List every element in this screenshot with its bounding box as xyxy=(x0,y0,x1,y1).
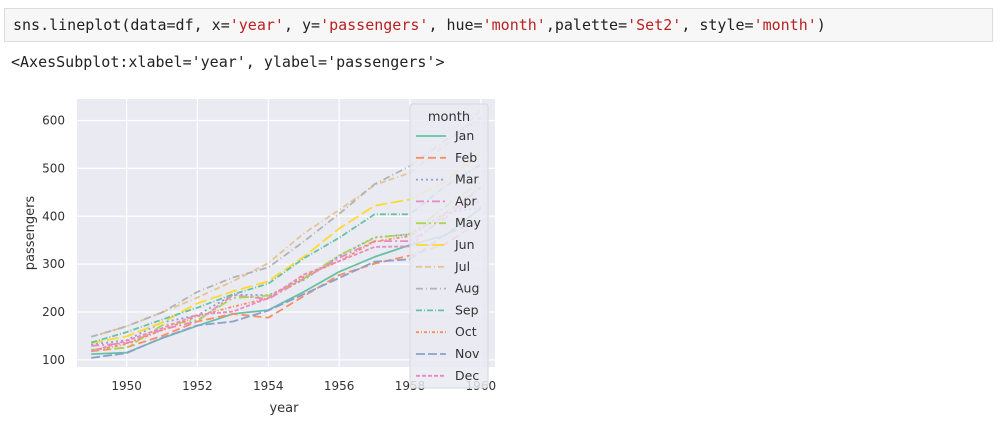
y-tick-label: 400 xyxy=(42,209,65,223)
series-line-jul xyxy=(90,109,482,338)
y-tick-label: 300 xyxy=(42,257,65,271)
y-tick-label: 500 xyxy=(42,161,65,175)
code-string-token: 'Set2' xyxy=(627,16,682,34)
code-token: ,palette= xyxy=(545,16,628,34)
code-token: ) xyxy=(816,16,826,34)
legend-label-feb: Feb xyxy=(455,150,477,165)
code-token: , style= xyxy=(681,16,754,34)
y-tick-label: 200 xyxy=(42,305,65,319)
code-token: , hue= xyxy=(428,16,483,34)
y-axis-label: passengers xyxy=(23,196,38,271)
code-token: sns.lineplot(data=df, x= xyxy=(13,16,230,34)
x-tick-label: 1954 xyxy=(253,379,284,393)
legend-label-dec: Dec xyxy=(455,368,479,383)
legend-label-jun: Jun xyxy=(454,237,475,252)
code-token: , y= xyxy=(283,16,321,34)
x-tick-label: 1956 xyxy=(324,379,355,393)
legend-label-oct: Oct xyxy=(455,324,477,339)
series-line-feb xyxy=(91,219,482,353)
series-line-dec xyxy=(90,200,482,353)
cell-output: <AxesSubplot:xlabel='year', ylabel='pass… xyxy=(11,53,445,71)
legend-label-mar: Mar xyxy=(455,172,479,187)
series-line-aug xyxy=(90,116,482,338)
legend-label-nov: Nov xyxy=(455,346,480,361)
chart-svg: 1002003004005006001950195219541956195819… xyxy=(23,99,496,416)
code-string-token: 'month' xyxy=(753,16,817,34)
legend-label-aug: Aug xyxy=(455,281,479,296)
code-string-token: 'year' xyxy=(229,16,284,34)
x-axis-label: year xyxy=(269,401,299,416)
y-tick-label: 600 xyxy=(42,114,65,128)
legend-title: month xyxy=(428,110,470,125)
x-tick-label: 1952 xyxy=(182,379,213,393)
legend-label-may: May xyxy=(455,215,481,230)
y-tick-label: 100 xyxy=(42,353,65,367)
legend-label-jul: Jul xyxy=(454,259,470,274)
x-tick-label: 1950 xyxy=(111,379,142,393)
line-chart: 1002003004005006001950195219541956195819… xyxy=(0,90,520,425)
code-cell[interactable]: sns.lineplot(data=df, x='year', y='passe… xyxy=(4,8,993,42)
legend-label-sep: Sep xyxy=(455,302,479,317)
legend-label-jan: Jan xyxy=(454,128,474,143)
legend-label-apr: Apr xyxy=(455,193,477,208)
code-string-token: 'month' xyxy=(482,16,546,34)
code-string-token: 'passengers' xyxy=(320,16,429,34)
legend-box xyxy=(409,103,489,389)
